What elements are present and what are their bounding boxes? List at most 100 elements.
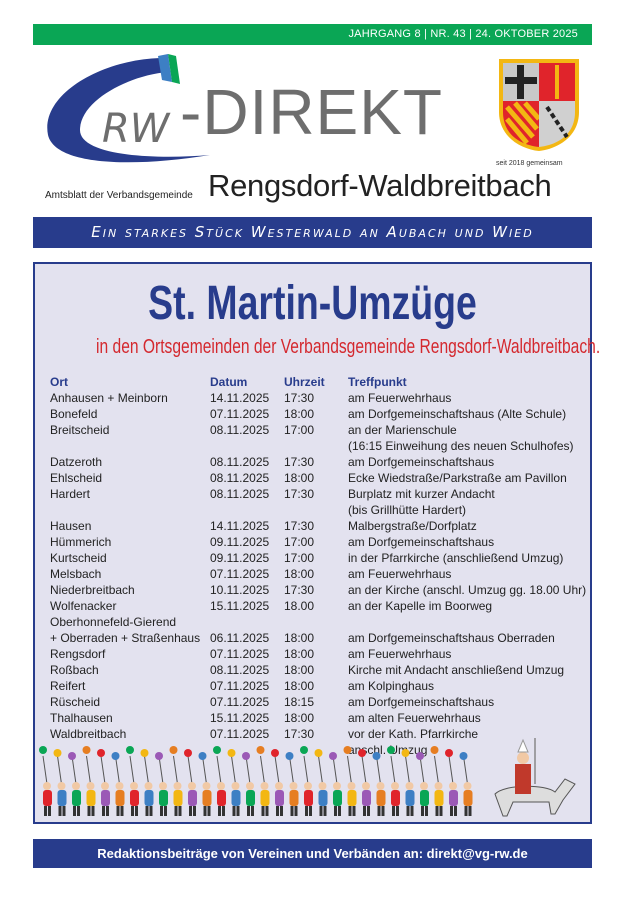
cell-datum: 09.11.2025 xyxy=(210,535,270,549)
cell-uhrzeit: 17:30 xyxy=(284,487,315,501)
cell-datum: 08.11.2025 xyxy=(210,423,270,437)
lantern-procession-illustration xyxy=(39,738,576,817)
cell-datum: 07.11.2025 xyxy=(210,727,270,741)
cell-datum: 08.11.2025 xyxy=(210,663,270,677)
cell-datum: 14.11.2025 xyxy=(210,391,270,405)
cell-datum: 15.11.2025 xyxy=(210,711,270,725)
child-with-lantern xyxy=(126,746,139,816)
cell-uhrzeit: 18:15 xyxy=(284,695,315,709)
cell-datum: 08.11.2025 xyxy=(210,455,270,469)
cell-treffpunkt: vor der Kath. Pfarrkirche xyxy=(348,727,479,741)
cell-treffpunkt: am Dorfgemeinschaftshaus xyxy=(348,535,495,549)
cell-datum: 08.11.2025 xyxy=(210,487,270,501)
cell-datum: 10.11.2025 xyxy=(210,583,270,597)
cell-treffpunkt: Burplatz mit kurzer Andacht xyxy=(348,487,495,501)
cell-datum: 06.11.2025 xyxy=(210,631,270,645)
issue-line: JAHRGANG 8 | NR. 43 | 24. OKTOBER 2025 xyxy=(348,28,578,40)
cell-uhrzeit: 17:30 xyxy=(284,583,315,597)
st-martin-on-horse xyxy=(494,738,576,817)
cell-treffpunkt: am Feuerwehrhaus xyxy=(348,391,452,405)
child-with-lantern xyxy=(343,746,357,816)
cell-ort: Rengsdorf xyxy=(50,647,106,661)
cell-datum: 14.11.2025 xyxy=(210,519,270,533)
cell-treffpunkt: am Feuerwehrhaus xyxy=(348,647,452,661)
cell-ort: Kurtscheid xyxy=(50,551,107,565)
cell-uhrzeit: 18:00 xyxy=(284,407,315,421)
cell-uhrzeit: 18:00 xyxy=(284,679,315,693)
cell-uhrzeit: 18:00 xyxy=(284,711,315,725)
child-with-lantern xyxy=(227,749,241,816)
cell-treffpunkt: (bis Grillhütte Hardert) xyxy=(348,503,467,517)
child-with-lantern xyxy=(184,749,197,816)
cell-uhrzeit: 17:30 xyxy=(284,391,315,405)
cell-uhrzeit: 17:30 xyxy=(284,727,315,741)
cell-datum: 07.11.2025 xyxy=(210,647,270,661)
article-title: St. Martin-Umzüge xyxy=(148,277,477,330)
child-with-lantern xyxy=(82,746,96,816)
cell-ort: Hümmerich xyxy=(50,535,112,549)
cell-treffpunkt: Kirche mit Andacht anschließend Umzug xyxy=(348,663,565,677)
cell-datum: 09.11.2025 xyxy=(210,551,270,565)
amtsblatt-label: Amtsblatt der Verbandsgemeinde xyxy=(45,190,193,201)
cell-treffpunkt: an der Marienschule xyxy=(348,423,457,437)
child-with-lantern xyxy=(372,752,386,816)
header-datum: Datum xyxy=(210,375,248,389)
header-treffpunkt: Treffpunkt xyxy=(348,375,407,389)
cell-ort: Roßbach xyxy=(50,663,99,677)
cell-ort: Wolfenacker xyxy=(50,599,117,613)
cell-uhrzeit: 18.00 xyxy=(284,599,315,613)
cell-ort: Reifert xyxy=(50,679,86,693)
cell-datum: 07.11.2025 xyxy=(210,679,270,693)
cell-ort: Bonefeld xyxy=(50,407,98,421)
child-with-lantern xyxy=(314,749,328,816)
cell-ort: + Oberraden + Straßenhaus xyxy=(50,631,201,645)
svg-text:RW: RW xyxy=(102,106,171,152)
child-with-lantern xyxy=(155,752,168,816)
slogan: Ein starkes Stück Westerwald an Aubach u… xyxy=(91,223,534,241)
article-subtitle: in den Ortsgemeinden der Verbandsgemeind… xyxy=(96,336,601,358)
cell-ort: Hausen xyxy=(50,519,92,533)
crest-caption: seit 2018 gemeinsam xyxy=(496,160,563,167)
cell-treffpunkt: Ecke Wiedstraße/Parkstraße am Pavillon xyxy=(348,471,567,485)
cell-treffpunkt: am Dorfgemeinschaftshaus Oberraden xyxy=(348,631,555,645)
cell-uhrzeit: 18:00 xyxy=(284,631,315,645)
cell-treffpunkt: an der Kirche (anschl. Umzug gg. 18.00 U… xyxy=(348,583,587,597)
child-with-lantern xyxy=(198,752,212,816)
child-with-lantern xyxy=(285,752,299,816)
cell-uhrzeit: 18:00 xyxy=(284,647,315,661)
cell-treffpunkt: am Dorfgemeinschaftshaus (Alte Schule) xyxy=(348,407,567,421)
child-with-lantern xyxy=(459,752,473,816)
cell-ort: Oberhonnefeld-Gierend xyxy=(50,615,177,629)
cell-uhrzeit: 17:30 xyxy=(284,455,315,469)
issue-bar: JAHRGANG 8 | NR. 43 | 24. OKTOBER 2025 xyxy=(33,24,592,45)
child-with-lantern xyxy=(111,752,125,816)
cell-ort: Melsbach xyxy=(50,567,102,581)
child-with-lantern xyxy=(97,749,110,816)
cell-treffpunkt: (16:15 Einweihung des neuen Schulhofes) xyxy=(348,439,574,453)
cell-datum: 15.11.2025 xyxy=(210,599,270,613)
child-with-lantern xyxy=(68,752,81,816)
child-with-lantern xyxy=(329,752,342,816)
cell-datum: 07.11.2025 xyxy=(210,695,270,709)
cell-ort: Datzeroth xyxy=(50,455,103,469)
child-with-lantern xyxy=(39,746,52,816)
coat-of-arms xyxy=(499,59,579,151)
child-with-lantern xyxy=(416,752,429,816)
cell-uhrzeit: 18:00 xyxy=(284,663,315,677)
child-with-lantern xyxy=(213,746,226,816)
child-with-lantern xyxy=(401,749,415,816)
cell-ort: Breitscheid xyxy=(50,423,110,437)
region-name: Rengsdorf-Waldbreitbach xyxy=(208,168,552,203)
cell-treffpunkt: am Kolpinghaus xyxy=(348,679,435,693)
cell-datum: 07.11.2025 xyxy=(210,567,270,581)
cell-ort: Rüscheid xyxy=(50,695,101,709)
cell-uhrzeit: 18:00 xyxy=(284,567,315,581)
child-with-lantern xyxy=(256,746,270,816)
cell-uhrzeit: 17:30 xyxy=(284,519,315,533)
cell-uhrzeit: 17:00 xyxy=(284,535,315,549)
child-with-lantern xyxy=(358,749,371,816)
cell-uhrzeit: 18:00 xyxy=(284,471,315,485)
child-with-lantern xyxy=(387,746,400,816)
rw-direkt-logo: RW xyxy=(47,54,210,163)
